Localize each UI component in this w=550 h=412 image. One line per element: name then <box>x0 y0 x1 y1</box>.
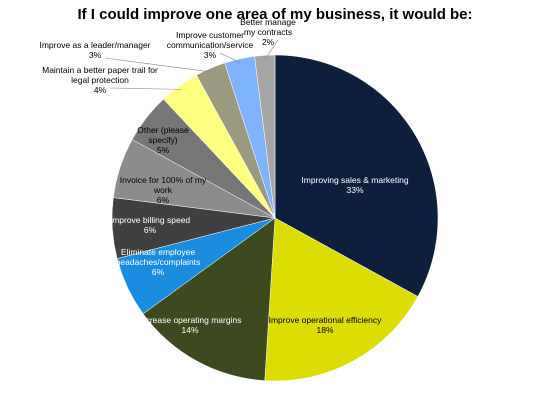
slice-label: Other (please specify) 5% <box>128 125 198 155</box>
value-label: 4% <box>93 85 107 95</box>
slice-label: Improve customer communication/service 3% <box>135 30 285 60</box>
slice-label: Increase operating margins 14% <box>125 315 255 335</box>
value-label: 3% <box>88 50 102 60</box>
category-label: Better manage my contracts <box>240 17 296 37</box>
slice-label: Improve billing speed 6% <box>105 215 195 235</box>
value-label: 3% <box>203 50 217 60</box>
value-label: 18% <box>316 325 334 335</box>
category-label: Improve billing speed <box>109 215 191 225</box>
pie-slice <box>274 54 439 297</box>
pie-slice <box>264 217 419 382</box>
value-label: 6% <box>156 195 170 205</box>
pie-slice <box>254 54 276 219</box>
leader-line <box>264 39 279 60</box>
category-label: Eliminate employee headaches/complaints <box>115 247 201 267</box>
category-label: Improve as a leader/manager <box>39 40 151 50</box>
slice-label: Improving sales & marketing 33% <box>290 175 420 195</box>
value-label: 5% <box>156 145 170 155</box>
value-label: 2% <box>261 37 275 47</box>
value-label: 6% <box>151 267 165 277</box>
value-label: 6% <box>143 225 157 235</box>
category-label: Other (please specify) <box>137 125 189 145</box>
category-label: Improving sales & marketing <box>301 175 409 185</box>
category-label: Increase operating margins <box>138 315 242 325</box>
category-label: Invoice for 100% of my work <box>119 175 207 195</box>
pie-slice <box>142 217 276 381</box>
slice-label: Improve as a leader/manager 3% <box>25 40 165 60</box>
slice-label: Eliminate employee headaches/complaints 6… <box>103 247 213 277</box>
value-label: 14% <box>181 325 199 335</box>
slice-label: Better manage my contracts 2% <box>238 17 298 47</box>
slice-label: Invoice for 100% of my work 6% <box>113 175 213 205</box>
slice-label: Maintain a better paper trail for legal … <box>35 65 165 95</box>
value-label: 33% <box>346 185 364 195</box>
category-label: Improve customer communication/service <box>166 30 254 50</box>
chart-title: If I could improve one area of my busine… <box>77 6 473 23</box>
slice-label: Improve operational efficiency 18% <box>245 315 405 335</box>
leader-line <box>219 52 241 64</box>
leader-line <box>109 87 182 90</box>
category-label: Improve operational efficiency <box>268 315 382 325</box>
category-label: Maintain a better paper trail for legal … <box>42 65 158 85</box>
leader-line <box>104 57 212 73</box>
